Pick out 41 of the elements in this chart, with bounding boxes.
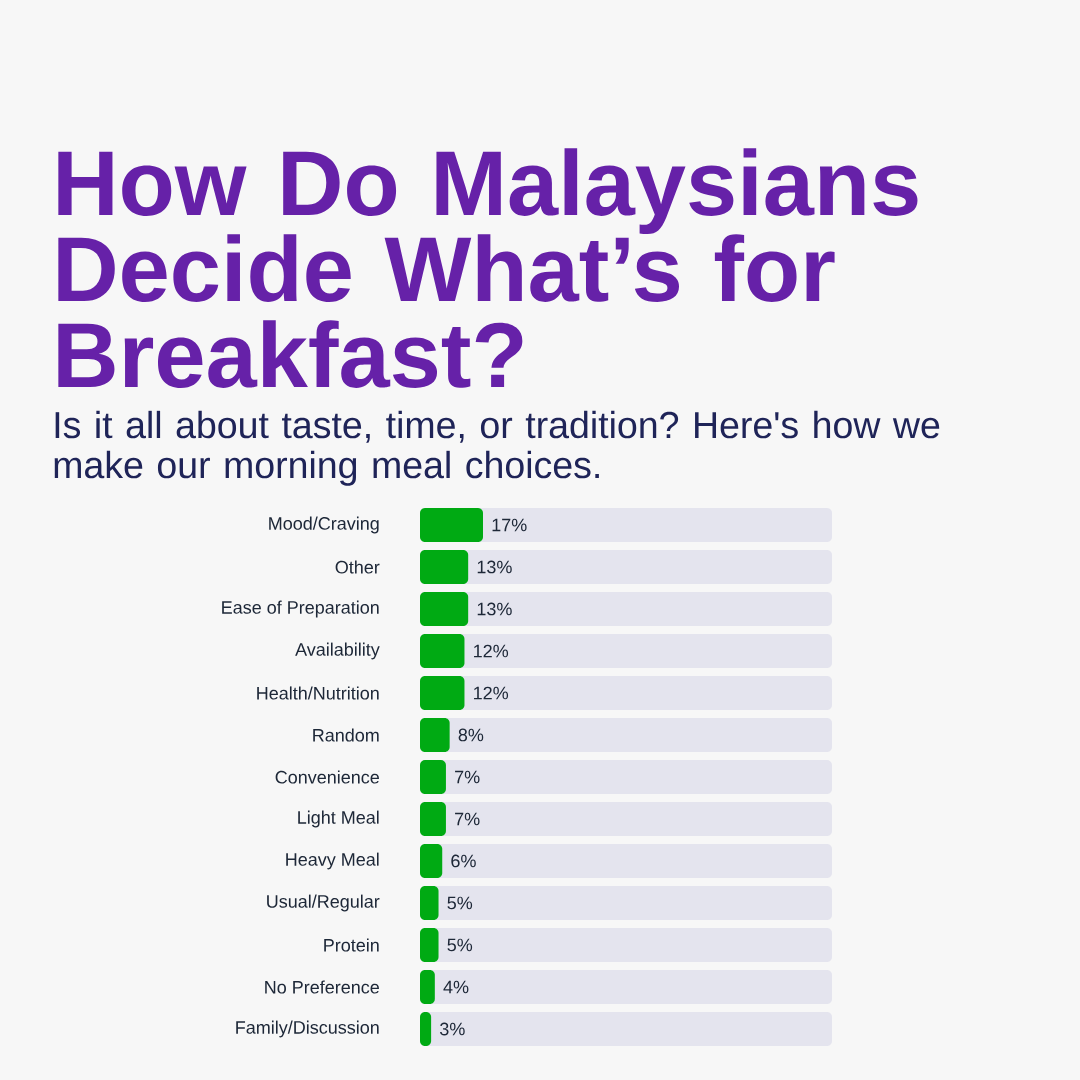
bar (420, 718, 450, 753)
bar (420, 802, 446, 837)
y-tick-label: Mood/Craving (269, 516, 379, 534)
bar (420, 676, 465, 710)
y-tick-label: Family/Discussion (236, 1020, 379, 1038)
data-label: 5% (447, 938, 473, 952)
chart-subtitle: Is it all about taste, time, or tradition? Here's how we make our morning meal choices. (54, 410, 940, 486)
bar (420, 550, 469, 584)
bar (420, 844, 443, 879)
y-tick-label: Light Meal (298, 810, 379, 828)
y-tick-label: Convenience (275, 770, 379, 784)
data-label: 13% (477, 560, 512, 574)
bar (420, 760, 446, 795)
data-label: 7% (455, 770, 480, 784)
bar (420, 928, 439, 963)
y-tick-label: Usual/Regular (267, 894, 380, 912)
bar (420, 634, 465, 668)
y-tick-label: Protein (324, 938, 379, 952)
y-tick-label: No Preference (265, 980, 379, 994)
bar (420, 1012, 432, 1047)
data-label: 4% (443, 980, 469, 994)
data-label: 12% (474, 644, 509, 658)
data-label: 7% (455, 812, 480, 826)
chart-title: How Do Malaysians Decide What’s for Breakfast? (58, 148, 918, 388)
data-label: 13% (477, 602, 512, 616)
data-label: 12% (474, 686, 509, 700)
bar (420, 508, 483, 542)
data-label: 5% (447, 896, 473, 910)
y-tick-label: Heavy Meal (286, 852, 379, 870)
y-tick-label: Random (313, 728, 379, 742)
bar (420, 886, 439, 921)
data-label: 6% (451, 854, 476, 868)
y-tick-label: Ease of Preparation (222, 600, 379, 618)
data-label: 3% (440, 1022, 465, 1036)
bar (420, 970, 435, 1005)
y-tick-label: Other (335, 560, 380, 574)
y-tick-label: Health/Nutrition (257, 686, 379, 700)
bar (420, 592, 469, 626)
data-label: 17% (492, 518, 527, 532)
y-tick-label: Availability (295, 642, 380, 660)
data-label: 8% (458, 728, 484, 742)
